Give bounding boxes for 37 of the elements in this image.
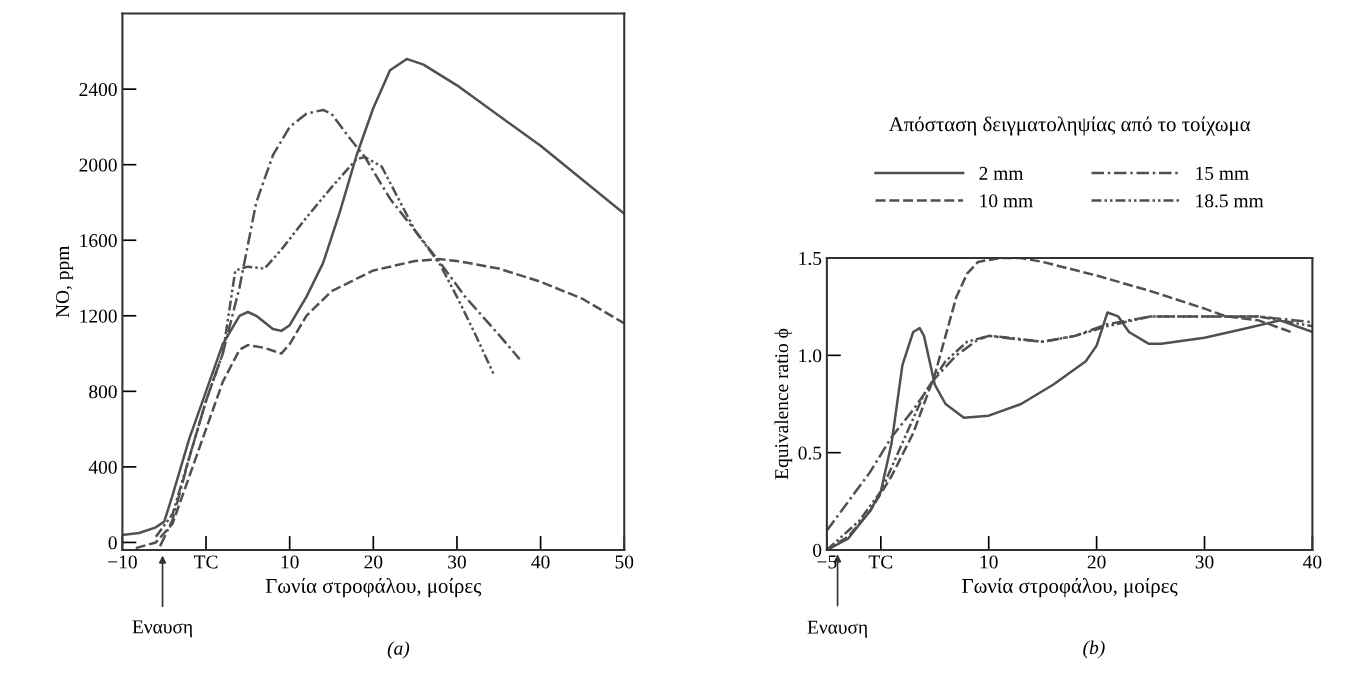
text: Εναυση [807,620,868,638]
y-tick-label: 1200 [80,309,117,323]
y-tick-label: 0.5 [798,446,822,460]
x-axis-title: Γωνία στροφάλου, μοίρες [265,578,482,598]
legend-label: 15 mm [1196,166,1249,180]
text: (a) [387,641,410,659]
legend-label: 10 mm [980,194,1033,208]
x-tick-label: TC [193,555,218,569]
legend-label: 2 mm [979,166,1024,180]
x-tick-label: 10 [281,555,299,569]
x-tick-label: 30 [1195,555,1214,569]
x-tick-label: TC [868,555,893,569]
y-tick-label: 400 [88,460,117,474]
x-tick-label: 30 [448,555,466,569]
x-tick-label: 50 [615,555,634,569]
y-tick-label: 1.5 [799,251,822,266]
x-tick-label: −10 [108,555,137,569]
legend-label: 18.5 mm [1196,194,1264,208]
y-tick-label: 1600 [80,234,117,248]
y-tick-label: 2000 [79,158,117,172]
x-tick-label: −5 [817,555,837,569]
y-tick-label: 0 [813,543,822,557]
x-tick-label: 40 [531,555,550,569]
x-axis-title: Γωνία στροφάλου, μοίρες [962,578,1178,598]
y-axis-title: Equivalence ratio ϕ [774,328,793,480]
text: Εναυση [132,620,193,638]
y-tick-label: 1.0 [799,349,822,363]
y-axis-title: NO, ppm [56,245,74,318]
x-tick-label: 20 [1087,555,1106,569]
y-tick-label: 0 [108,536,117,550]
y-tick-label: 800 [89,385,117,399]
x-tick-label: 10 [980,555,998,569]
x-tick-label: 40 [1303,555,1322,569]
legend-title: Απόσταση δειγματοληψίας από το τοίχωμα [888,116,1251,136]
y-tick-label: 2400 [79,82,117,97]
text: (b) [1083,640,1105,659]
x-tick-label: 20 [364,555,383,569]
